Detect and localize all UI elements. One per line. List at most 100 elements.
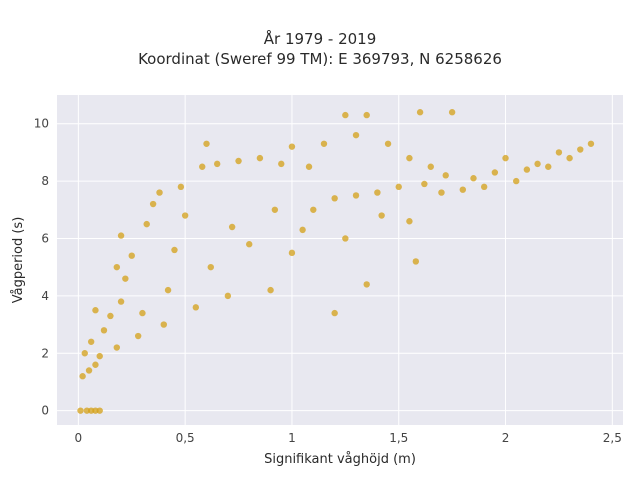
scatter-point (288, 249, 296, 257)
scatter-point (577, 146, 584, 153)
tick-labels: 0 0,5 1 1,5 2 2,5 0 2 4 6 8 10 (34, 117, 622, 445)
scatter-point (92, 361, 99, 368)
y-tick-label: 6 (41, 231, 49, 245)
x-tick-label: 0,5 (176, 431, 195, 445)
scatter-point (177, 183, 185, 191)
scatter-point (406, 154, 413, 162)
scatter-point (107, 312, 114, 320)
scatter-point (438, 189, 445, 196)
scatter-point (545, 163, 552, 170)
y-tick-label: 4 (41, 289, 49, 303)
scatter-point (128, 252, 135, 259)
scatter-point (513, 177, 520, 185)
scatter-point (374, 189, 381, 196)
scatter-point (459, 186, 467, 193)
scatter-point (555, 149, 563, 156)
scatter-point (491, 169, 499, 176)
y-tick-label: 0 (41, 404, 49, 418)
scatter-point (412, 258, 420, 265)
chart-subtitle: Koordinat (Sweref 99 TM): E 369793, N 62… (138, 50, 502, 68)
scatter-point (363, 281, 370, 288)
scatter-point (96, 407, 103, 414)
scatter-point (271, 206, 279, 213)
scatter-point (448, 109, 456, 116)
scatter-point (442, 172, 449, 179)
plot-background (57, 95, 623, 425)
scatter-point (192, 304, 200, 311)
scatter-point (203, 140, 210, 147)
scatter-point (224, 292, 232, 300)
scatter-point (416, 109, 424, 116)
scatter-point (331, 195, 338, 202)
x-tick-label: 2 (502, 431, 510, 445)
y-axis-title: Vågperiod (s) (11, 217, 26, 304)
scatter-point (100, 327, 108, 334)
scatter-point (342, 235, 349, 242)
chart-title: År 1979 - 2019 (263, 30, 377, 48)
scatter-point (384, 140, 392, 147)
scatter-point (85, 367, 93, 374)
scatter-point (77, 407, 84, 414)
scatter-point (79, 373, 86, 380)
scatter-point (480, 183, 488, 191)
scatter-point (331, 309, 338, 317)
scatter-point (299, 226, 306, 234)
scatter-point (122, 275, 129, 282)
scatter-point (81, 350, 88, 357)
scatter-point (96, 352, 103, 360)
scatter-point (378, 212, 385, 219)
scatter-point (207, 263, 214, 271)
scatter-point (143, 220, 150, 228)
scatter-point (352, 131, 360, 139)
scatter-point (171, 246, 178, 254)
scatter-point (587, 140, 595, 147)
scatter-point (117, 232, 125, 239)
x-tick-label: 1 (288, 431, 296, 445)
scatter-point (502, 154, 509, 162)
scatter-point (566, 154, 573, 162)
scatter-point (523, 166, 531, 173)
scatter-point (235, 157, 242, 165)
scatter-point (149, 200, 157, 208)
y-tick-label: 2 (41, 346, 49, 360)
scatter-point (246, 241, 253, 248)
data-points (77, 109, 595, 414)
scatter-point (406, 218, 413, 225)
scatter-point (164, 286, 172, 294)
scatter-point (534, 160, 541, 168)
scatter-point (139, 309, 146, 317)
scatter-point (421, 180, 428, 188)
scatter-point (320, 140, 328, 147)
scatter-point (228, 223, 236, 231)
scatter-point (113, 263, 121, 271)
scatter-point (199, 163, 206, 170)
x-axis-title: Signifikant våghöjd (m) (264, 452, 416, 467)
scatter-point (342, 111, 349, 119)
scatter-point (117, 298, 125, 305)
y-tick-label: 10 (34, 117, 49, 131)
scatter-point (267, 286, 274, 294)
scatter-point (352, 192, 360, 199)
scatter-point (470, 175, 477, 182)
x-tick-label: 0 (75, 431, 83, 445)
scatter-point (134, 332, 142, 340)
scatter-point (305, 163, 313, 170)
scatter-point (160, 321, 167, 328)
scatter-point (87, 338, 95, 345)
x-tick-label: 1,5 (389, 431, 408, 445)
scatter-point (395, 183, 402, 191)
scatter-point (363, 111, 370, 119)
scatter-point (156, 189, 163, 196)
scatter-point (310, 206, 317, 213)
scatter-point (181, 212, 189, 219)
scatter-point (92, 307, 99, 314)
scatter-point (113, 344, 121, 351)
scatter-point (278, 160, 285, 168)
scatter-point (427, 163, 434, 170)
scatter-point (288, 143, 296, 150)
scatter-point (213, 160, 221, 168)
y-tick-label: 8 (41, 174, 49, 188)
scatter-point (256, 154, 264, 162)
x-tick-label: 2,5 (603, 431, 622, 445)
